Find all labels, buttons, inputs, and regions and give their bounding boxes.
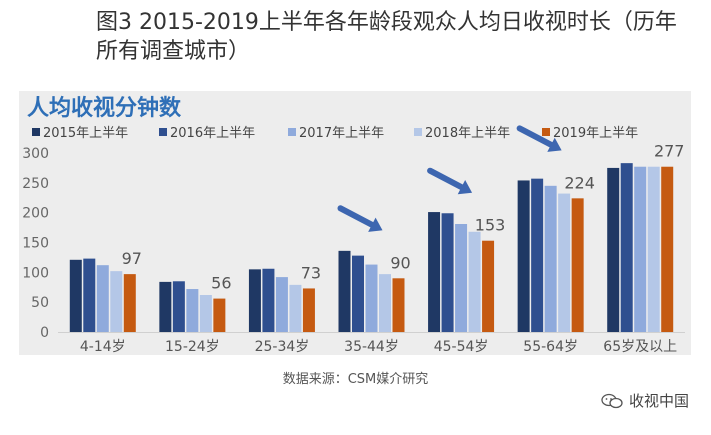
y-tick-label: 100 [22, 265, 49, 281]
bar [289, 284, 302, 332]
bar [607, 167, 620, 332]
legend-swatch [159, 128, 167, 136]
x-tick-label: 45-54岁 [434, 339, 489, 355]
legend-swatch [32, 128, 40, 136]
trend-arrow-head [368, 217, 383, 232]
y-tick-label: 250 [22, 176, 49, 192]
bar [482, 240, 495, 332]
legend-label: 2016年上半年 [170, 126, 255, 141]
bar [123, 274, 136, 332]
bar [544, 185, 557, 332]
watermark-text: 收视中国 [628, 392, 689, 410]
bar [338, 250, 351, 332]
data-label: 224 [564, 173, 595, 192]
figure-title: 图3 2015-2019上半年各年龄段观众人均日收视时长（历年所有调查城市） [96, 10, 677, 64]
legend-swatch [414, 128, 422, 136]
source-note: 数据来源：CSM媒介研究 [282, 372, 429, 387]
bar [661, 166, 674, 332]
bar [365, 264, 378, 332]
bar [517, 180, 530, 332]
legend-label: 2015年上半年 [43, 126, 128, 141]
legend-label: 2019年上半年 [553, 126, 638, 141]
bar [620, 163, 633, 332]
bar [455, 224, 468, 332]
bar [213, 298, 226, 332]
bar-chart: 人均收视分钟数 2015年上半年 2016年上半年 2017年上半年 2018年上半年 2… [22, 95, 685, 355]
watermark: 收视中国 [601, 390, 689, 411]
x-tick-label: 35-44岁 [344, 339, 399, 355]
y-tick-label: 50 [31, 295, 49, 311]
bar [428, 212, 441, 332]
bar [302, 288, 315, 332]
bar [172, 281, 185, 332]
bar [110, 271, 123, 332]
bar [248, 269, 261, 332]
bar [199, 295, 212, 332]
x-tick-label: 55-64岁 [523, 339, 578, 355]
legend-swatch [288, 128, 296, 136]
legend-label: 2018年上半年 [425, 126, 510, 141]
bar [634, 166, 647, 332]
data-label: 90 [390, 253, 410, 272]
wechat-icon [601, 393, 623, 408]
trend-arrow-head [547, 137, 562, 152]
legend-swatch [542, 128, 550, 136]
legend-label: 2017年上半年 [299, 126, 384, 141]
bar [186, 289, 199, 332]
trend-arrow-head [457, 180, 473, 195]
chart-panel: 人均收视分钟数 2015年上半年 2016年上半年 2017年上半年 2018年上半年 2… [19, 91, 691, 355]
x-tick-label: 65岁及以上 [603, 339, 677, 355]
y-tick-label: 150 [22, 236, 49, 252]
trend-arrow-shaft [427, 167, 465, 191]
bar [275, 277, 288, 332]
trend-arrow-shaft [337, 205, 375, 228]
bar [647, 166, 660, 332]
data-label: 56 [211, 274, 231, 293]
bar [571, 198, 584, 332]
data-label: 153 [475, 216, 506, 235]
bar [468, 231, 481, 332]
x-tick-label: 4-14岁 [80, 339, 126, 355]
y-tick-label: 200 [22, 206, 49, 222]
bar [262, 268, 275, 332]
chart-title: 人均收视分钟数 [27, 95, 182, 121]
data-label: 97 [122, 249, 142, 268]
y-tick-label: 0 [40, 325, 49, 341]
bar [531, 178, 544, 332]
x-tick-label: 15-24岁 [165, 339, 220, 355]
data-label: 277 [654, 142, 685, 161]
bar [392, 278, 405, 332]
x-tick-label: 25-34岁 [255, 339, 310, 355]
bar [83, 258, 96, 332]
bar [159, 281, 172, 332]
y-tick-label: 300 [22, 146, 49, 162]
bar [352, 255, 364, 332]
trend-arrow-shaft [516, 125, 555, 148]
bar [558, 193, 571, 332]
data-label: 73 [301, 263, 321, 282]
bar [96, 265, 109, 332]
bar [441, 213, 454, 332]
bar [379, 274, 391, 332]
bar [69, 259, 82, 332]
